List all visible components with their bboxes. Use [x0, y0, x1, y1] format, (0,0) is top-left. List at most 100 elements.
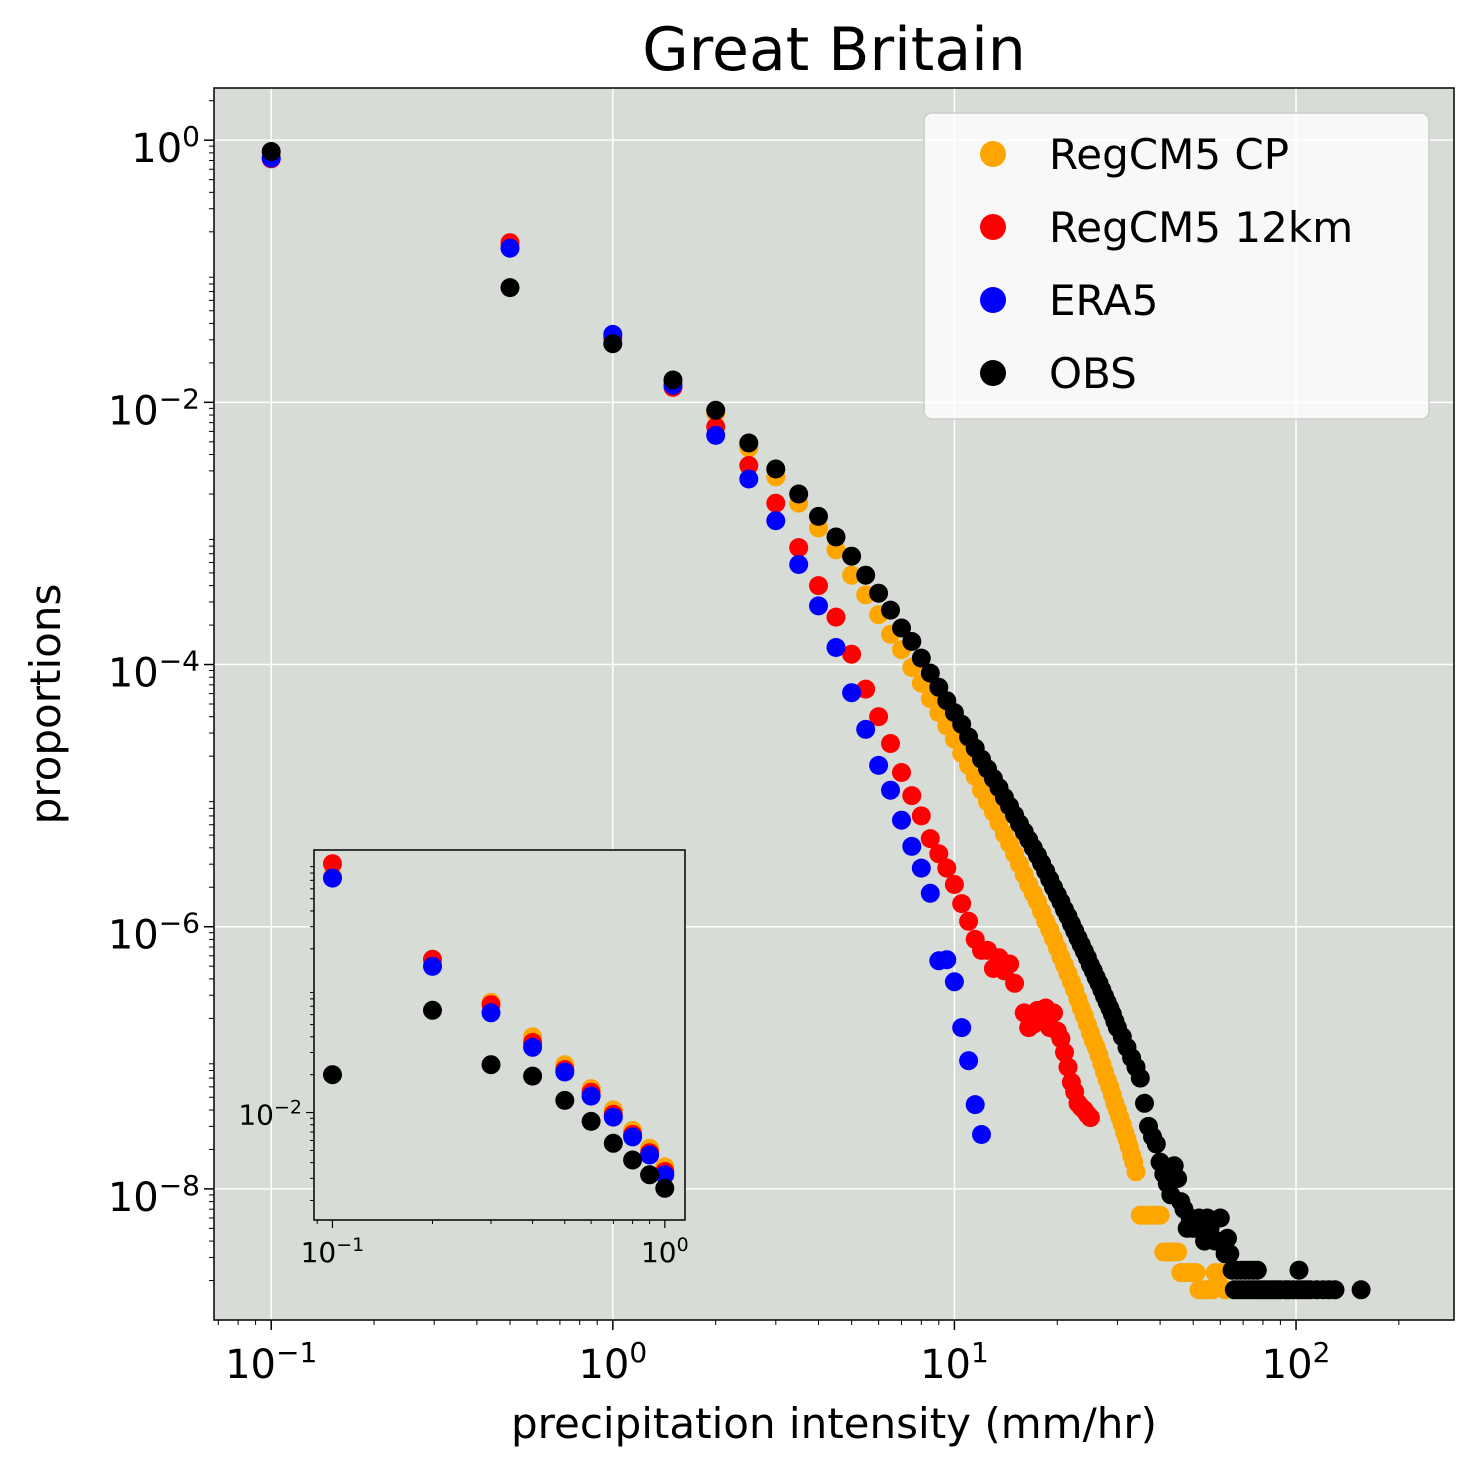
- data-point: [500, 278, 520, 298]
- plot-frame: [213, 87, 1455, 1321]
- inset-data-point: [655, 1165, 675, 1185]
- data-point: [944, 972, 964, 992]
- data-point: [706, 400, 726, 420]
- data-point: [842, 546, 862, 566]
- data-point: [809, 576, 828, 596]
- data-point: [1150, 1205, 1170, 1225]
- data-point: [881, 734, 900, 753]
- data-point: [766, 459, 786, 479]
- data-point: [920, 829, 940, 849]
- inset-data-point: [603, 1107, 623, 1127]
- inset-data-point: [481, 1055, 501, 1075]
- data-point: [789, 484, 809, 504]
- legend-marker-regcm5-cp: [980, 141, 1006, 167]
- data-point: [809, 596, 828, 616]
- legend-marker-regcm5-12km: [980, 214, 1006, 240]
- data-point: [663, 370, 683, 390]
- data-point: [1146, 1134, 1166, 1154]
- y-tick-label: 10−6: [108, 907, 200, 959]
- data-point: [789, 555, 809, 574]
- data-point: [1058, 1057, 1078, 1077]
- inset-data-point: [581, 1086, 601, 1106]
- inset-data-point: [323, 854, 342, 874]
- data-point: [1289, 1260, 1309, 1280]
- data-point: [842, 683, 862, 703]
- data-point: [920, 663, 940, 683]
- legend-label-era5: ERA5: [1049, 276, 1158, 325]
- inset-plot-area: 10−1 100 10−2: [238, 849, 689, 1269]
- data-point: [944, 875, 964, 894]
- data-point: [959, 1051, 979, 1071]
- inset-y-tick-label: 10−2: [238, 1097, 302, 1132]
- data-point: [603, 334, 623, 354]
- x-tick-label: 100: [578, 1336, 647, 1388]
- inset-data-point: [623, 1150, 643, 1170]
- data-point: [1000, 954, 1020, 974]
- x-tick-label: 10−1: [225, 1336, 317, 1388]
- x-tick-label: 102: [1262, 1336, 1331, 1388]
- data-point: [706, 425, 726, 445]
- inset-data-point: [640, 1145, 660, 1165]
- inset-data-point: [423, 956, 442, 976]
- data-point: [1325, 1280, 1345, 1300]
- data-point: [920, 883, 940, 903]
- inset-data-point: [555, 1062, 575, 1082]
- inset-background: [314, 850, 685, 1220]
- data-point: [1247, 1260, 1267, 1280]
- legend-label-regcm5-cp: RegCM5 CP: [1049, 130, 1289, 179]
- legend-marker-era5: [980, 287, 1006, 313]
- chart-title: Great Britain: [642, 15, 1026, 85]
- inset-x-tick-label: 100: [641, 1234, 689, 1269]
- y-tick-label: 100: [131, 120, 200, 172]
- legend-label-obs: OBS: [1049, 349, 1137, 398]
- data-point: [826, 527, 846, 547]
- legend-marker-obs: [980, 360, 1006, 386]
- data-point: [952, 1018, 972, 1038]
- data-point: [902, 786, 922, 806]
- data-point: [856, 565, 876, 585]
- inset-data-point: [523, 1037, 543, 1057]
- data-point: [965, 1095, 985, 1115]
- data-point: [1130, 1068, 1150, 1088]
- data-point: [1168, 1242, 1188, 1262]
- data-point: [500, 238, 520, 258]
- data-point: [869, 583, 889, 603]
- inset-data-point: [581, 1111, 601, 1131]
- inset-series-obs: [323, 1000, 675, 1198]
- y-axis-label: proportions: [21, 584, 70, 825]
- inset-data-point: [323, 1065, 342, 1085]
- data-point: [739, 469, 759, 489]
- data-point: [869, 707, 889, 727]
- inset-data-point: [655, 1178, 675, 1198]
- data-point: [952, 894, 972, 914]
- data-point: [911, 858, 931, 878]
- data-point: [881, 600, 900, 620]
- x-axis-label: precipitation intensity (mm/hr): [511, 1399, 1157, 1448]
- inset-data-point: [323, 868, 342, 888]
- inset-data-point: [555, 1090, 575, 1110]
- data-point: [972, 1125, 991, 1144]
- data-point: [892, 763, 911, 782]
- data-point: [1210, 1208, 1230, 1228]
- inset-data-point: [523, 1066, 543, 1086]
- data-point: [856, 719, 876, 739]
- data-point: [1044, 1003, 1063, 1023]
- inset-data-point: [640, 1165, 660, 1185]
- inset-frame: [313, 849, 686, 1221]
- x-tick-label: 101: [920, 1336, 989, 1388]
- data-point: [1218, 1228, 1237, 1248]
- data-point: [902, 632, 922, 651]
- data-point: [1220, 1244, 1240, 1264]
- data-point: [1005, 973, 1025, 993]
- series-obs: [261, 142, 1371, 1300]
- y-tick-label: 10−2: [108, 382, 200, 434]
- data-point: [911, 806, 931, 826]
- data-point: [944, 729, 964, 749]
- inset-x-tick-label: 10−1: [301, 1234, 365, 1269]
- y-tick-label: 10−8: [108, 1169, 200, 1221]
- inset-data-point: [603, 1133, 623, 1153]
- data-point: [766, 493, 786, 513]
- data-point: [826, 607, 846, 627]
- data-point: [892, 618, 911, 638]
